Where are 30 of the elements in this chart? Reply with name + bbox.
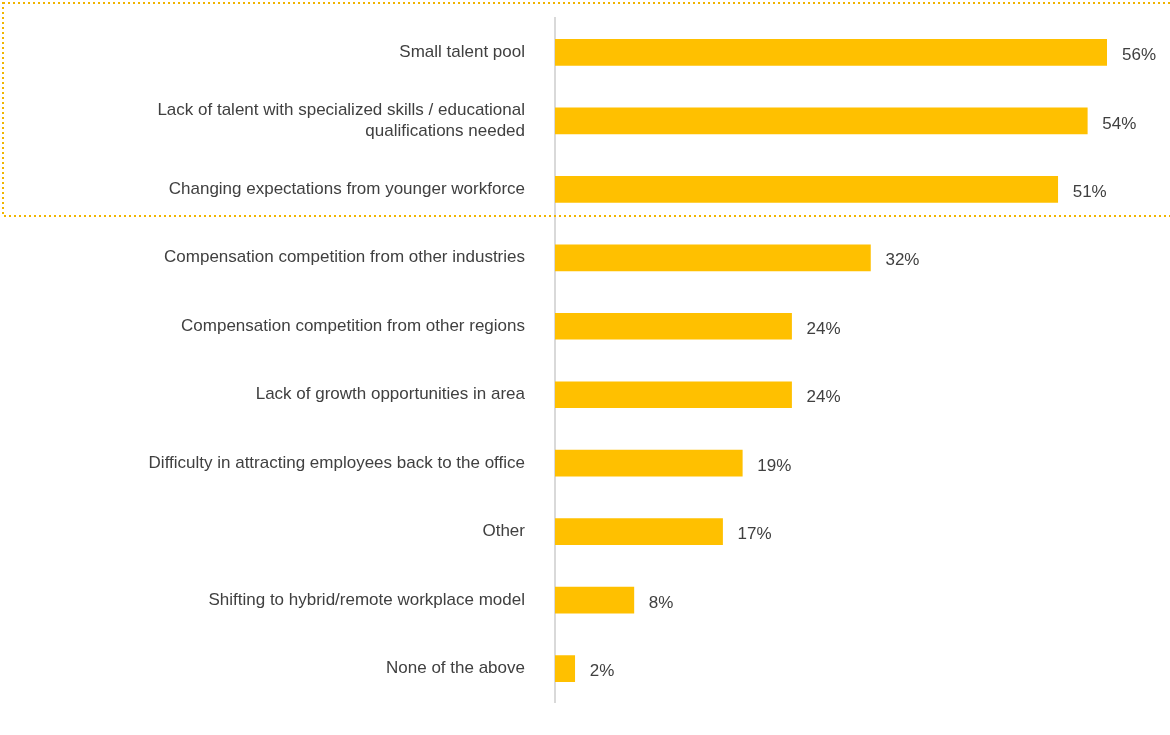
- y-tick-label: Compensation competition from other industries: [164, 247, 525, 267]
- y-tick-label: None of the above: [386, 658, 525, 678]
- y-tick-label: Compensation competition from other regions: [181, 315, 525, 335]
- bar: [555, 312, 792, 340]
- data-label: 56%: [1122, 45, 1157, 65]
- data-label: 19%: [757, 455, 792, 475]
- bar: [555, 518, 723, 545]
- y-tick-label: Small talent pool: [399, 42, 525, 62]
- y-tick-label: Changing expectations from younger workforce: [168, 179, 525, 199]
- bar: [555, 244, 871, 272]
- bar: [555, 655, 576, 682]
- data-label: 32%: [885, 250, 920, 270]
- y-tick-label: Lack of growth opportunities in area: [255, 384, 526, 404]
- data-label: 8%: [648, 592, 674, 612]
- bar: [555, 176, 1059, 203]
- bar: [555, 381, 792, 409]
- data-label: 24%: [806, 387, 841, 407]
- y-tick-label: Shifting to hybrid/remote workplace model: [208, 589, 525, 609]
- bar: [555, 449, 743, 477]
- data-label: 17%: [737, 524, 772, 544]
- bar: [555, 107, 1088, 135]
- bar: [555, 39, 1107, 66]
- y-tick-label: Lack of talent with specialized skills / educational qualifications needed: [157, 100, 525, 140]
- y-tick-label: Other: [482, 521, 526, 541]
- data-label: 24%: [806, 318, 841, 338]
- data-label: 51%: [1072, 182, 1107, 202]
- y-tick-label: Difficulty in attracting employees back to the office: [148, 452, 525, 472]
- bar: [555, 586, 635, 614]
- data-label: 2%: [589, 661, 615, 681]
- data-label: 54%: [1102, 113, 1137, 133]
